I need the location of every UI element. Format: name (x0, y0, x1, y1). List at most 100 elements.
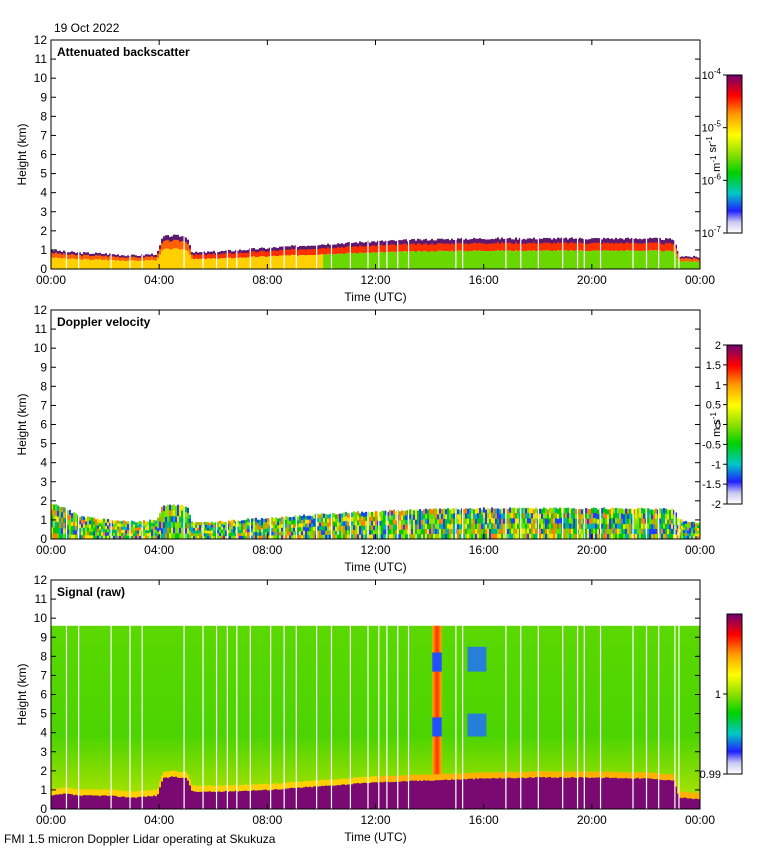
velocity-cell (689, 536, 691, 539)
velocity-cell (639, 523, 641, 529)
backscatter-low-band (287, 255, 289, 269)
backscatter-low-band (175, 248, 177, 269)
signal-ground-mask (275, 789, 277, 809)
velocity-cell (553, 533, 555, 539)
velocity-cell (195, 536, 197, 539)
velocity-cell (87, 523, 89, 529)
velocity-cell (167, 521, 169, 529)
velocity-cell (477, 518, 479, 524)
velocity-cell (53, 516, 55, 523)
signal-aerosol-edge (99, 790, 101, 797)
velocity-cell (467, 513, 469, 520)
signal-ground-mask (299, 787, 301, 809)
velocity-cell (519, 517, 521, 524)
velocity-cell (459, 529, 461, 535)
velocity-cell (149, 532, 151, 537)
velocity-cell (167, 504, 169, 511)
backscatter-top-band (393, 240, 395, 246)
velocity-cell (279, 518, 281, 523)
velocity-cell (251, 535, 253, 539)
velocity-cell (547, 509, 549, 515)
data-gap-line (215, 580, 218, 809)
velocity-cell (553, 528, 555, 535)
backscatter-mid-band (73, 254, 75, 259)
backscatter-top-band (543, 237, 545, 244)
velocity-cell (531, 518, 533, 525)
velocity-cell (321, 534, 323, 539)
velocity-cell (547, 524, 549, 530)
velocity-cell (623, 534, 625, 539)
backscatter-top-band (689, 256, 691, 260)
velocity-cell (525, 513, 527, 519)
backscatter-low-band (475, 250, 477, 269)
velocity-cell (601, 518, 603, 525)
velocity-cell (379, 525, 381, 531)
backscatter-top-band (697, 257, 699, 261)
signal-ground-mask (477, 778, 479, 809)
velocity-cell (475, 534, 477, 539)
velocity-cell (611, 517, 613, 524)
backscatter-low-band (267, 256, 269, 269)
backscatter-low-band (493, 251, 495, 269)
backscatter-top-band (603, 237, 605, 244)
signal-aerosol-edge (85, 789, 87, 796)
signal-aerosol-edge (279, 783, 281, 790)
velocity-cell (515, 533, 517, 539)
velocity-cell (281, 527, 283, 533)
signal-aerosol-edge (637, 771, 639, 778)
backscatter-low-band (655, 250, 657, 269)
signal-ground-mask (529, 777, 531, 809)
backscatter-mid-band (555, 243, 557, 252)
velocity-cell (99, 532, 101, 537)
y-tick-label: 11 (35, 52, 48, 66)
data-gap-line (367, 310, 369, 539)
signal-aerosol-edge (315, 780, 317, 787)
backscatter-low-band (619, 250, 621, 269)
signal-ground-mask (513, 778, 515, 809)
velocity-cell (357, 515, 359, 521)
velocity-cell (521, 528, 523, 535)
velocity-cell (671, 513, 673, 520)
data-gap-line (386, 40, 388, 269)
backscatter-mid-band (181, 241, 183, 250)
velocity-cell (117, 532, 119, 537)
backscatter-top-band (177, 234, 179, 241)
backscatter-top-band (109, 253, 111, 257)
backscatter-top-band (595, 237, 597, 244)
backscatter-top-band (229, 249, 231, 254)
backscatter-top-band (675, 244, 677, 250)
velocity-cell (115, 523, 117, 528)
backscatter-low-band (449, 251, 451, 269)
velocity-cell (305, 519, 307, 525)
backscatter-top-band (351, 242, 353, 248)
velocity-cell (509, 528, 511, 535)
backscatter-top-band (79, 252, 81, 256)
velocity-cell (567, 518, 569, 524)
velocity-cell (391, 524, 393, 531)
signal-aerosol-edge (337, 779, 339, 786)
velocity-cell (307, 535, 309, 539)
signal-aerosol-edge (681, 792, 683, 799)
velocity-cell (211, 533, 213, 537)
velocity-cell (427, 519, 429, 525)
velocity-cell (113, 532, 115, 537)
velocity-cell (603, 528, 605, 535)
data-gap-line (316, 40, 318, 269)
velocity-cell (223, 536, 225, 539)
velocity-cell (105, 519, 107, 524)
velocity-cell (335, 534, 337, 539)
colorbar-tick-label: 0.5 (706, 400, 721, 412)
velocity-cell (269, 535, 271, 539)
velocity-cell (361, 520, 363, 526)
backscatter-top-band (243, 250, 245, 254)
velocity-cell (189, 534, 191, 539)
velocity-cell (413, 534, 415, 539)
backscatter-mid-band (247, 252, 249, 258)
velocity-cell (669, 519, 671, 525)
backscatter-low-band (307, 255, 309, 269)
backscatter-low-band (291, 254, 293, 269)
signal-ground-mask (521, 777, 523, 809)
velocity-cell (157, 535, 159, 539)
backscatter-top-band (355, 242, 357, 248)
signal-ground-mask (641, 778, 643, 809)
